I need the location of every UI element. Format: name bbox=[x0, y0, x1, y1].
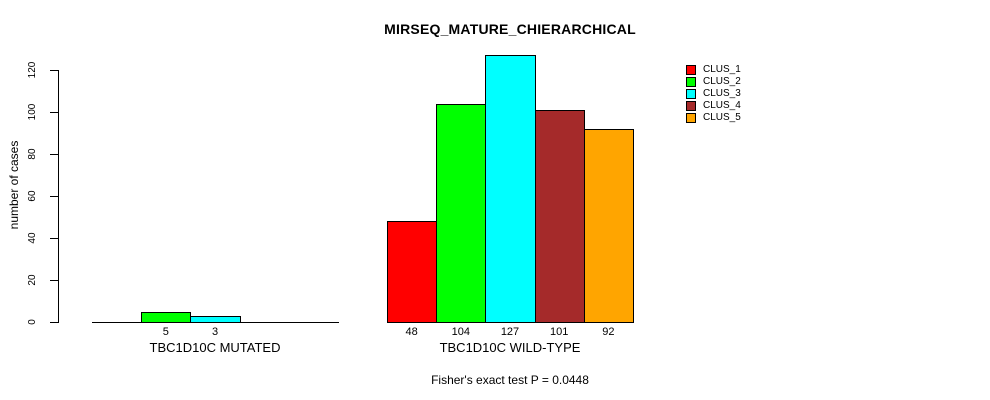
legend-item-CLUS_1: CLUS_1 bbox=[686, 65, 741, 75]
legend-swatch bbox=[686, 77, 696, 87]
legend: CLUS_1 CLUS_2 CLUS_3 CLUS_4 CLUS_5 bbox=[686, 65, 741, 125]
bar-value-label: 127 bbox=[500, 326, 520, 338]
y-axis-tick bbox=[50, 154, 58, 155]
y-axis-label: number of cases bbox=[7, 140, 21, 230]
legend-item-CLUS_4: CLUS_4 bbox=[686, 101, 741, 111]
legend-item-CLUS_5: CLUS_5 bbox=[686, 113, 741, 123]
y-axis-tick-label: 100 bbox=[27, 103, 38, 121]
legend-item-CLUS_3: CLUS_3 bbox=[686, 89, 741, 99]
bar-value-label: 104 bbox=[451, 326, 470, 338]
bar-value-label: 5 bbox=[162, 326, 169, 338]
bar-CLUS_3 bbox=[190, 315, 241, 323]
bar-value-label: 48 bbox=[405, 326, 418, 338]
bar-CLUS_5 bbox=[583, 128, 634, 323]
y-axis-tick-label: 0 bbox=[27, 319, 38, 325]
y-axis-tick-label: 80 bbox=[27, 148, 38, 160]
legend-item-CLUS_2: CLUS_2 bbox=[686, 77, 741, 87]
bar-CLUS_2 bbox=[436, 103, 487, 323]
legend-swatch bbox=[686, 65, 696, 75]
y-axis-tick bbox=[50, 196, 58, 197]
group-label-wildtype: TBC1D10C WILD-TYPE bbox=[439, 340, 581, 355]
y-axis-tick bbox=[50, 70, 58, 71]
y-axis-tick bbox=[50, 238, 58, 239]
chart-title: MIRSEQ_MATURE_CHIERARCHICAL bbox=[384, 21, 636, 37]
y-axis-tick-label: 120 bbox=[27, 61, 38, 79]
bar-CLUS_4 bbox=[534, 109, 585, 323]
y-axis-tick bbox=[50, 112, 58, 113]
legend-label: CLUS_5 bbox=[703, 112, 741, 123]
legend-label: CLUS_3 bbox=[703, 88, 741, 99]
y-axis-tick-label: 40 bbox=[27, 232, 38, 244]
legend-swatch bbox=[686, 113, 696, 123]
y-axis-tick-label: 20 bbox=[27, 274, 38, 286]
group-label-mutated: TBC1D10C MUTATED bbox=[149, 340, 281, 355]
bar-value-label: 101 bbox=[550, 326, 569, 338]
bar-value-label: 3 bbox=[211, 326, 219, 338]
bar-CLUS_1 bbox=[387, 221, 438, 323]
y-axis-tick-label: 60 bbox=[27, 190, 38, 202]
y-axis-line bbox=[58, 70, 59, 323]
legend-label: CLUS_4 bbox=[703, 100, 741, 111]
y-axis-tick bbox=[50, 322, 58, 323]
y-axis-tick bbox=[50, 280, 58, 281]
legend-swatch bbox=[686, 101, 696, 111]
bar-CLUS_2 bbox=[141, 311, 192, 323]
legend-label: CLUS_2 bbox=[703, 76, 741, 87]
bar-CLUS_3 bbox=[485, 55, 536, 323]
bar-value-label: 92 bbox=[602, 326, 615, 338]
legend-label: CLUS_1 bbox=[703, 64, 741, 75]
legend-swatch bbox=[686, 89, 696, 99]
fisher-test-annotation: Fisher's exact test P = 0.0448 bbox=[431, 373, 589, 387]
